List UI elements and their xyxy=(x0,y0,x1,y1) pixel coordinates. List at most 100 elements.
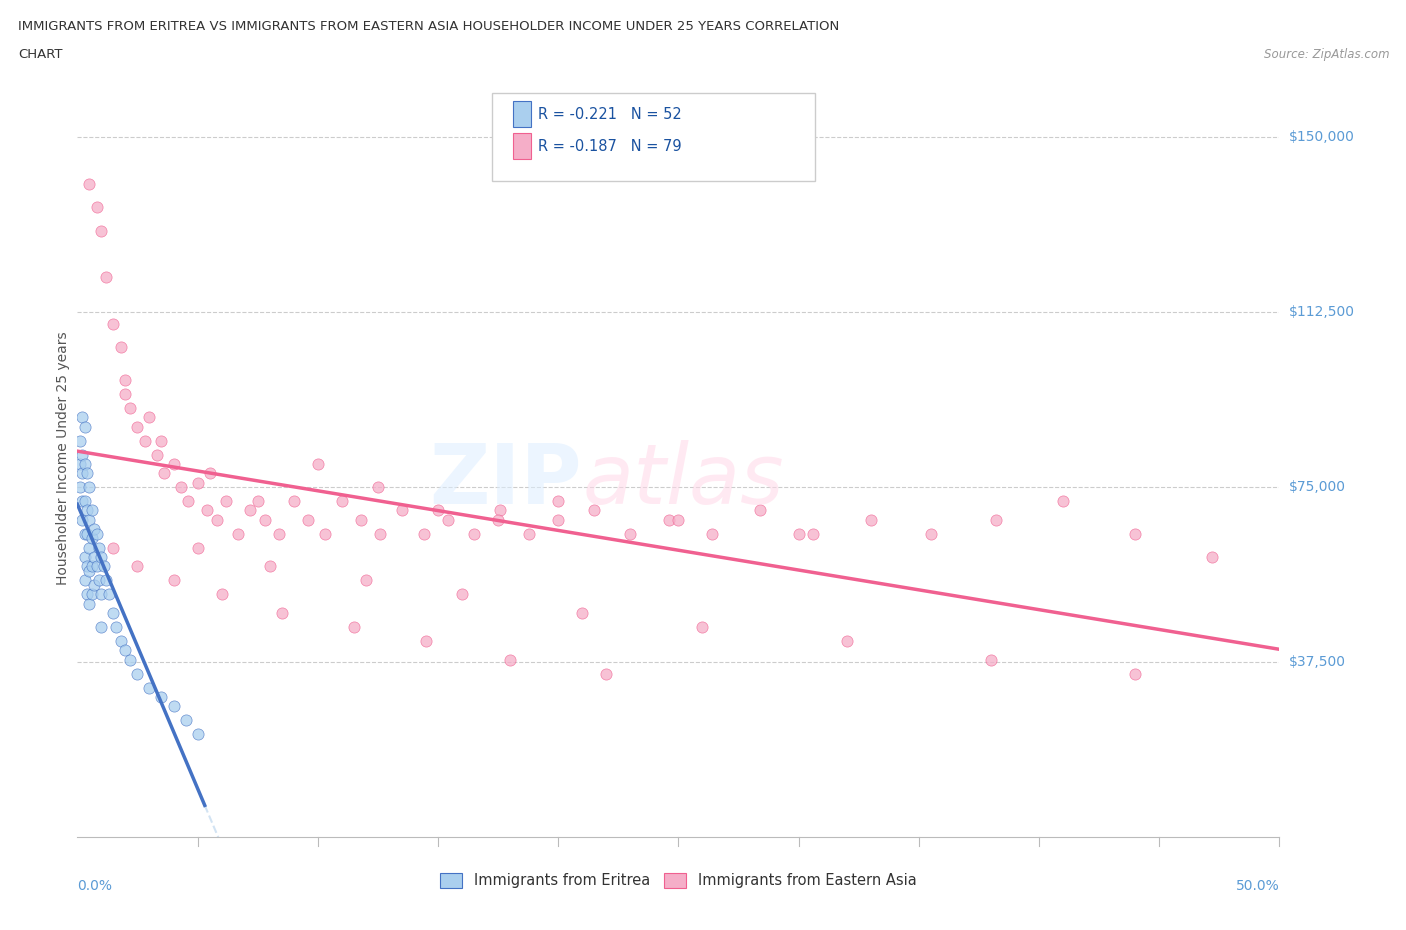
Point xyxy=(228,526,250,541)
Point xyxy=(79,512,101,527)
Point xyxy=(463,526,485,541)
Point xyxy=(80,503,103,518)
Point xyxy=(583,503,606,518)
Point xyxy=(547,494,569,509)
Point xyxy=(70,447,93,462)
Point xyxy=(83,550,105,565)
Point xyxy=(73,573,96,588)
Point xyxy=(150,690,173,705)
Point xyxy=(69,480,91,495)
Point xyxy=(79,480,101,495)
Point xyxy=(1052,494,1074,509)
Text: ZIP: ZIP xyxy=(430,440,582,521)
Point xyxy=(259,559,281,574)
Y-axis label: Householder Income Under 25 years: Householder Income Under 25 years xyxy=(56,331,70,585)
Point xyxy=(79,596,101,611)
Point xyxy=(138,410,160,425)
Point xyxy=(73,419,96,434)
Point xyxy=(76,559,98,574)
Text: CHART: CHART xyxy=(18,48,63,61)
Point xyxy=(86,559,108,574)
Point xyxy=(86,526,108,541)
Point xyxy=(145,447,167,462)
Text: $75,000: $75,000 xyxy=(1289,480,1346,494)
Point xyxy=(97,587,120,602)
Legend: Immigrants from Eritrea, Immigrants from Eastern Asia: Immigrants from Eritrea, Immigrants from… xyxy=(434,867,922,894)
Point xyxy=(270,605,292,620)
Point xyxy=(90,587,112,602)
Point xyxy=(198,466,221,481)
Point xyxy=(367,480,389,495)
Point xyxy=(354,573,377,588)
Text: $150,000: $150,000 xyxy=(1289,130,1355,144)
Point xyxy=(93,559,115,574)
Point xyxy=(1123,526,1146,541)
Point xyxy=(110,339,132,354)
Point xyxy=(114,372,136,387)
Point xyxy=(427,503,450,518)
Point xyxy=(134,433,156,448)
Point xyxy=(76,503,98,518)
Point xyxy=(415,633,437,648)
Point xyxy=(174,713,197,728)
Point xyxy=(186,475,209,490)
Point xyxy=(103,540,125,555)
Point xyxy=(350,512,373,527)
Point xyxy=(127,666,149,681)
Point xyxy=(153,466,176,481)
Point xyxy=(177,494,200,509)
Point xyxy=(253,512,276,527)
Point xyxy=(801,526,824,541)
Point xyxy=(835,633,858,648)
Point xyxy=(330,494,353,509)
Point xyxy=(103,316,125,331)
Point xyxy=(619,526,641,541)
Point xyxy=(170,480,193,495)
Point xyxy=(547,512,569,527)
Point xyxy=(73,457,96,472)
Point xyxy=(859,512,882,527)
Point xyxy=(76,587,98,602)
Text: $112,500: $112,500 xyxy=(1289,305,1355,319)
Point xyxy=(86,200,108,215)
Point xyxy=(162,573,184,588)
Point xyxy=(90,223,112,238)
Point xyxy=(79,177,101,192)
Point xyxy=(451,587,474,602)
Point xyxy=(391,503,413,518)
Text: 0.0%: 0.0% xyxy=(77,879,112,893)
Point xyxy=(87,540,110,555)
Point xyxy=(96,270,118,285)
Point xyxy=(80,559,103,574)
Point xyxy=(83,522,105,537)
Point xyxy=(162,699,184,714)
Point xyxy=(70,494,93,509)
Point xyxy=(138,681,160,696)
Point xyxy=(489,503,512,518)
Point xyxy=(83,578,105,592)
Point xyxy=(368,526,391,541)
Point xyxy=(76,526,98,541)
Point xyxy=(103,605,125,620)
Point xyxy=(186,727,209,742)
Point xyxy=(1201,550,1223,565)
Point xyxy=(436,512,458,527)
Point xyxy=(80,587,103,602)
Point xyxy=(215,494,238,509)
Point xyxy=(96,573,118,588)
Text: R = -0.221   N = 52: R = -0.221 N = 52 xyxy=(538,107,682,122)
Point xyxy=(297,512,319,527)
Point xyxy=(239,503,262,518)
Point xyxy=(571,605,593,620)
Text: R = -0.187   N = 79: R = -0.187 N = 79 xyxy=(538,139,682,153)
Point xyxy=(90,619,112,634)
Point xyxy=(269,526,291,541)
Point xyxy=(1123,666,1146,681)
Point xyxy=(80,531,103,546)
Point xyxy=(162,457,184,472)
Point xyxy=(70,466,93,481)
Point xyxy=(73,494,96,509)
Point xyxy=(984,512,1007,527)
Text: $37,500: $37,500 xyxy=(1289,655,1346,669)
Point xyxy=(749,503,772,518)
